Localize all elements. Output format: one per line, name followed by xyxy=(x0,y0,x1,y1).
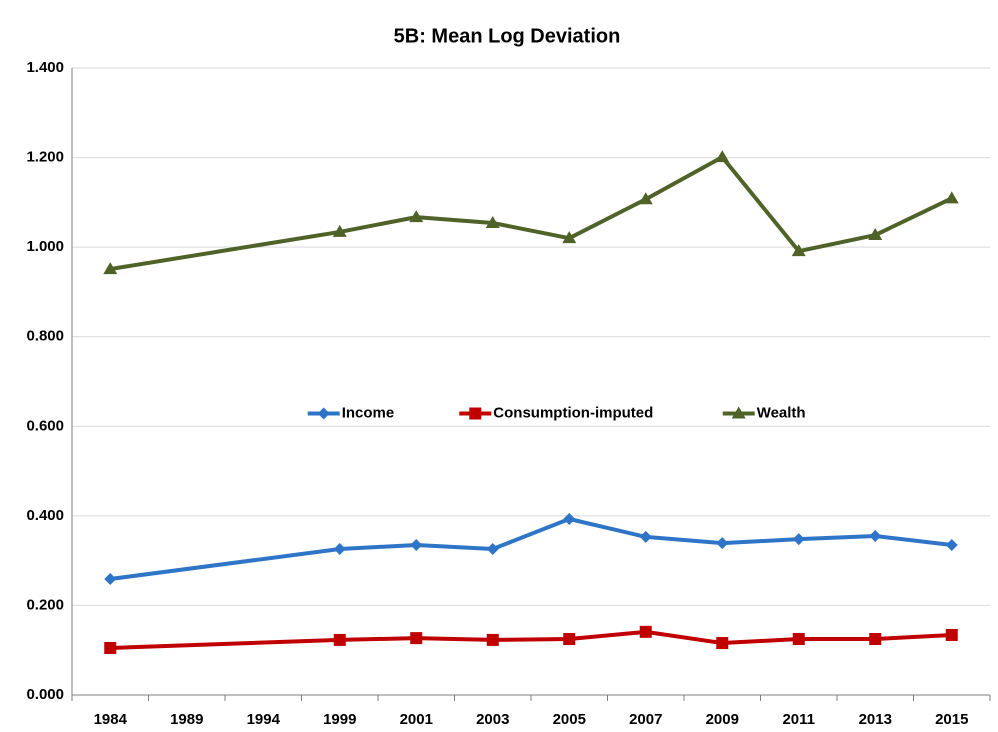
point xyxy=(486,633,499,646)
point xyxy=(716,637,729,650)
y-tick-label: 0.400 xyxy=(26,507,64,524)
y-tick-label: 1.200 xyxy=(26,149,64,166)
x-tick-label: 1994 xyxy=(247,711,281,728)
x-tick-label: 2001 xyxy=(400,711,433,728)
point xyxy=(638,192,653,205)
point xyxy=(410,538,423,551)
x-tick-label: 2013 xyxy=(859,711,892,728)
point xyxy=(791,244,806,257)
point xyxy=(333,633,346,646)
x-tick-label: 1984 xyxy=(94,711,128,728)
point xyxy=(332,224,347,237)
point xyxy=(944,191,959,204)
point xyxy=(792,633,805,646)
point xyxy=(792,533,805,546)
x-tick-label: 2003 xyxy=(476,711,509,728)
x-tick-label: 2005 xyxy=(553,711,586,728)
point xyxy=(104,573,117,586)
x-tick-label: 1989 xyxy=(170,711,203,728)
y-tick-label: 1.000 xyxy=(26,238,64,255)
legend-label: Consumption-imputed xyxy=(493,404,653,421)
x-tick-label: 1999 xyxy=(323,711,356,728)
gap-bridge xyxy=(109,547,341,581)
x-tick-label: 2011 xyxy=(782,711,815,728)
x-tick-label: 2007 xyxy=(629,711,662,728)
point xyxy=(715,150,730,163)
point xyxy=(868,228,883,241)
point xyxy=(639,625,652,638)
gap-bridge xyxy=(109,229,341,272)
point xyxy=(563,633,576,646)
x-tick-label: 2009 xyxy=(706,711,739,728)
legend-label: Income xyxy=(342,404,395,421)
point xyxy=(410,632,423,645)
point xyxy=(486,542,499,555)
x-tick-label: 2015 xyxy=(935,711,968,728)
point xyxy=(333,542,346,555)
point xyxy=(563,512,576,525)
y-tick-label: 0.000 xyxy=(26,686,64,703)
point xyxy=(869,530,882,543)
gap-bridge xyxy=(110,637,340,650)
point xyxy=(103,262,118,275)
y-tick-label: 0.200 xyxy=(26,596,64,613)
legend-label: Wealth xyxy=(757,404,806,421)
point xyxy=(716,537,729,550)
legend-marker xyxy=(469,407,482,420)
legend-marker xyxy=(317,407,330,420)
chart-title: 5B: Mean Log Deviation xyxy=(394,25,621,47)
legend-marker xyxy=(731,406,746,419)
y-tick-label: 0.600 xyxy=(26,417,64,434)
point xyxy=(639,530,652,543)
point xyxy=(104,641,117,654)
y-tick-label: 1.400 xyxy=(26,59,64,76)
point xyxy=(869,633,882,646)
point xyxy=(562,231,577,244)
point xyxy=(945,538,958,551)
point xyxy=(945,628,958,641)
point xyxy=(409,210,424,223)
y-tick-label: 0.800 xyxy=(26,328,64,345)
point xyxy=(485,215,500,228)
